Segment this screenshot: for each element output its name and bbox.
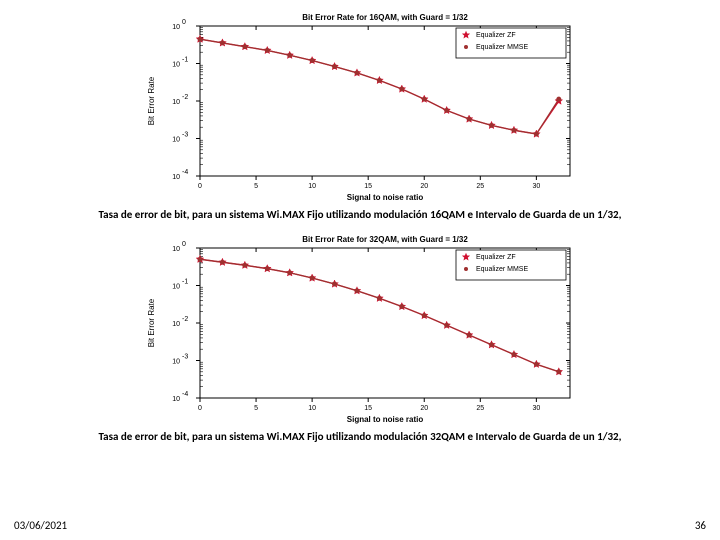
caption-1: Tasa de error de bit, para un sistema Wi… [0, 206, 720, 224]
svg-text:25: 25 [476, 183, 484, 190]
svg-text:20: 20 [420, 183, 428, 190]
svg-text:Equalizer ZF: Equalizer ZF [476, 32, 516, 39]
svg-text:0: 0 [182, 19, 186, 26]
svg-text:Bit Error Rate for 16QAM, with: Bit Error Rate for 16QAM, with Guard = 1… [302, 13, 468, 22]
svg-text:-3: -3 [182, 132, 188, 139]
svg-text:-4: -4 [182, 391, 188, 398]
svg-text:0: 0 [198, 183, 202, 190]
svg-text:10: 10 [172, 24, 180, 31]
svg-text:10: 10 [172, 358, 180, 365]
svg-text:10: 10 [172, 99, 180, 106]
svg-text:Equalizer ZF: Equalizer ZF [476, 254, 516, 261]
svg-text:5: 5 [254, 183, 258, 190]
svg-text:10: 10 [172, 246, 180, 253]
svg-text:-3: -3 [182, 353, 188, 360]
svg-text:Bit Error Rate for 32QAM, with: Bit Error Rate for 32QAM, with Guard = 1… [302, 235, 468, 244]
footer-date: 03/06/2021 [14, 519, 67, 532]
svg-text:5: 5 [254, 405, 258, 412]
svg-text:Signal to noise ratio: Signal to noise ratio [347, 415, 424, 424]
svg-text:-2: -2 [182, 94, 188, 101]
svg-text:10: 10 [172, 396, 180, 403]
svg-text:10: 10 [172, 137, 180, 144]
svg-text:15: 15 [364, 183, 372, 190]
chart-1-svg: Bit Error Rate for 16QAM, with Guard = 1… [130, 6, 590, 206]
svg-text:20: 20 [420, 405, 428, 412]
svg-text:Equalizer MMSE: Equalizer MMSE [476, 266, 528, 273]
svg-text:10: 10 [172, 283, 180, 290]
svg-text:0: 0 [182, 241, 186, 248]
caption-2: Tasa de error de bit, para un sistema Wi… [0, 428, 720, 462]
svg-text:-2: -2 [182, 316, 188, 323]
svg-text:-4: -4 [182, 169, 188, 176]
chart-1-block: Bit Error Rate for 16QAM, with Guard = 1… [0, 0, 720, 206]
svg-text:-1: -1 [182, 57, 188, 64]
chart-2-block: Bit Error Rate for 32QAM, with Guard = 1… [0, 224, 720, 428]
svg-text:Bit Error Rate: Bit Error Rate [147, 76, 156, 125]
svg-text:Signal to noise ratio: Signal to noise ratio [347, 193, 424, 202]
footer-page-number: 36 [695, 519, 706, 532]
svg-text:10: 10 [172, 174, 180, 181]
svg-text:30: 30 [532, 183, 540, 190]
svg-text:Bit Error Rate: Bit Error Rate [147, 298, 156, 347]
svg-text:25: 25 [476, 405, 484, 412]
svg-text:10: 10 [172, 321, 180, 328]
svg-text:0: 0 [198, 405, 202, 412]
svg-text:30: 30 [532, 405, 540, 412]
svg-text:Equalizer MMSE: Equalizer MMSE [476, 44, 528, 51]
chart-2-svg: Bit Error Rate for 32QAM, with Guard = 1… [130, 228, 590, 428]
svg-text:-1: -1 [182, 278, 188, 285]
svg-text:10: 10 [308, 405, 316, 412]
svg-text:10: 10 [308, 183, 316, 190]
svg-text:10: 10 [172, 62, 180, 69]
svg-text:15: 15 [364, 405, 372, 412]
